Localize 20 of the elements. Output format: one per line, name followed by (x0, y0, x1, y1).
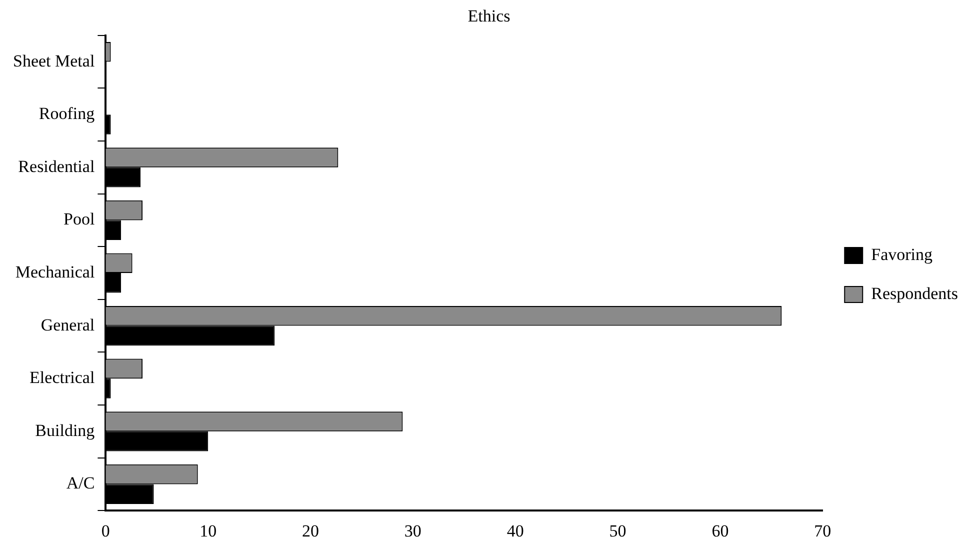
chart-title: Ethics (468, 6, 510, 26)
y-tick-label: General (40, 315, 95, 334)
x-tick-label: 0 (101, 521, 110, 540)
x-tick-label: 70 (814, 521, 832, 540)
x-tick-label: 50 (609, 521, 626, 540)
y-tick-label: Electrical (30, 368, 95, 388)
y-tick-label: Pool (63, 210, 95, 229)
y-tick-label: Sheet Metal (13, 51, 95, 70)
x-tick-label: 60 (712, 521, 729, 540)
y-tick-label: Building (35, 420, 96, 440)
x-tick-label: 10 (200, 521, 217, 540)
x-tick-label: 40 (506, 521, 524, 540)
legend-label: Favoring (871, 244, 933, 264)
y-tick-label: Mechanical (15, 262, 95, 282)
legend-label: Respondents (871, 284, 958, 303)
y-tick-label: A/C (66, 474, 95, 493)
y-tick-label: Residential (18, 156, 95, 176)
x-tick-label: 20 (302, 521, 320, 540)
x-tick-label: 30 (404, 521, 422, 540)
y-tick-label: Roofing (38, 104, 96, 124)
